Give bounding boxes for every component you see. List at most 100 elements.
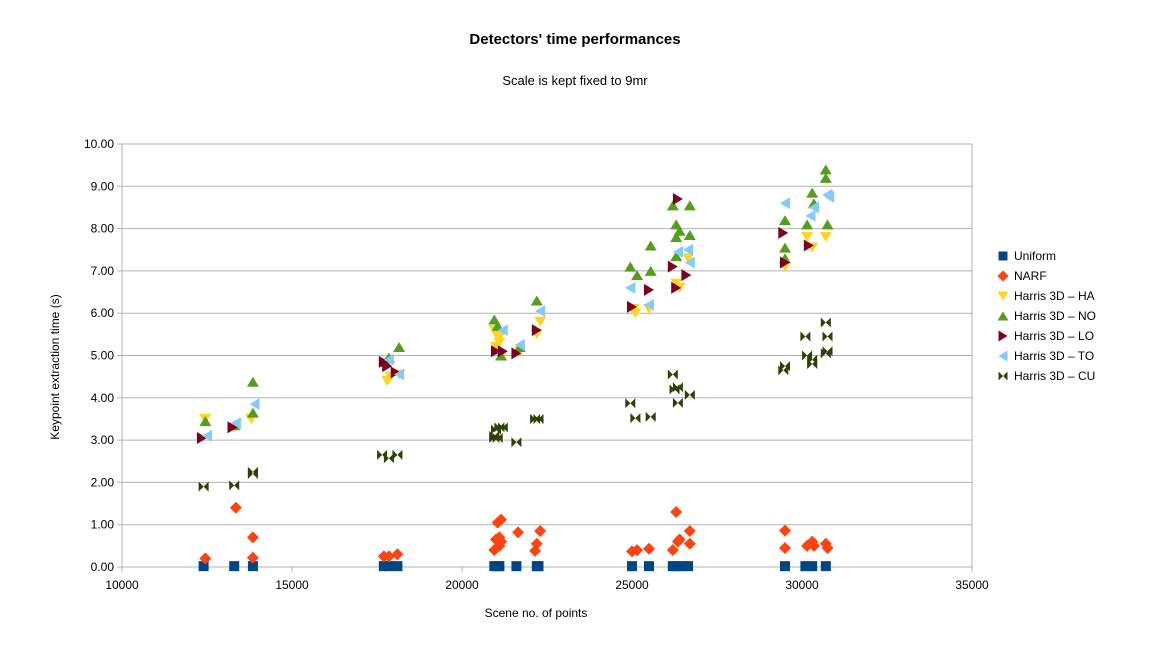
data-point-harris-3d-cu [820,348,831,359]
data-point-harris-3d-no [530,295,543,306]
data-point-harris-3d-lo [491,345,501,358]
plot-frame [121,143,973,568]
data-point-narf [670,506,683,519]
y-tick-label: 4.00 [91,391,115,405]
data-point-harris-3d-to [383,353,394,366]
data-point-harris-3d-ha [534,316,547,327]
data-point-harris-3d-cu [247,466,258,477]
data-point-harris-3d-lo [672,192,683,205]
data-point-uniform [800,561,811,572]
data-point-harris-3d-to [535,305,546,318]
data-point-harris-3d-to [514,338,525,351]
data-point-uniform [678,561,688,572]
data-point-harris-3d-lo [681,269,692,282]
data-point-uniform [780,561,790,572]
data-point-harris-3d-no [819,172,832,183]
data-point-uniform [247,561,258,572]
series-harris-3d-no [199,164,834,431]
data-point-uniform [494,561,505,572]
data-point-uniform [820,561,831,572]
data-point-harris-3d-cu [780,361,790,372]
data-point-harris-3d-cu [630,413,641,424]
x-tick-label: 35000 [955,578,989,592]
data-point-harris-3d-to [808,201,819,214]
legend-marker-harris-3d-lo [998,330,1008,342]
data-point-harris-3d-lo [382,360,393,373]
data-point-harris-3d-no [644,265,657,276]
data-point-harris-3d-no [246,376,259,387]
data-point-harris-3d-no [673,225,686,236]
data-point-harris-3d-no [644,240,657,251]
y-tick-label: 5.00 [91,349,115,363]
data-point-harris-3d-no [801,219,814,230]
legend-item-harris-3d-lo: Harris 3D – LO [997,326,1096,346]
legend-label: Harris 3D – CU [1014,369,1096,383]
data-point-narf [382,550,395,563]
data-point-harris-3d-cu [800,331,811,342]
data-point-harris-3d-to [684,256,695,269]
data-point-harris-3d-cu [383,453,394,464]
data-point-harris-3d-cu [645,411,656,422]
series-uniform [198,561,831,572]
legend-marker-harris-3d-cu [998,371,1008,381]
data-point-uniform [644,561,654,572]
series-harris-3d-to [202,188,835,442]
data-point-harris-3d-cu [672,397,683,408]
data-point-uniform [378,561,389,572]
legend-marker-harris-3d-to [998,350,1008,362]
legend-label: Harris 3D – HA [1014,289,1095,303]
data-point-narf [643,542,655,555]
data-point-uniform [511,561,522,572]
chart-subtitle: Scale is kept fixed to 9mr [502,73,648,88]
series-harris-3d-ha [199,232,832,433]
data-point-harris-3d-no [670,232,683,243]
data-point-harris-3d-no [393,342,406,353]
data-point-harris-3d-lo [390,366,401,379]
legend-marker-harris-3d-no [997,311,1009,321]
data-point-harris-3d-no [631,270,644,281]
data-point-harris-3d-lo [671,281,682,294]
data-point-narf [683,537,696,550]
data-point-harris-3d-no [246,407,259,418]
x-tick-label: 30000 [785,578,819,592]
data-point-narf [683,525,696,538]
data-point-harris-3d-to [780,197,790,210]
legend-label: Harris 3D – TO [1014,349,1095,363]
data-point-harris-3d-cu [392,449,403,460]
y-tick-label: 9.00 [91,179,115,193]
data-point-harris-3d-lo [196,431,207,444]
data-point-harris-3d-to [683,243,694,256]
data-point-harris-3d-to [644,298,654,311]
data-point-uniform [533,561,544,572]
data-point-harris-3d-cu [511,437,522,448]
data-point-harris-3d-cu [229,480,240,491]
data-point-narf [666,544,679,557]
y-tick-label: 0.00 [91,560,115,574]
data-point-harris-3d-ha [682,253,695,264]
data-point-harris-3d-no [779,242,791,253]
data-point-harris-3d-cu [667,369,678,380]
legend-marker-harris-3d-ha [997,291,1009,301]
data-point-harris-3d-no [683,200,696,211]
series-harris-3d-cu [198,317,833,492]
data-point-harris-3d-cu [492,432,503,443]
data-point-harris-3d-cu [533,413,544,424]
y-tick-label: 3.00 [91,433,115,447]
data-point-narf [391,548,404,561]
data-point-harris-3d-no [199,416,212,427]
data-point-harris-3d-lo [227,421,238,434]
data-point-harris-3d-cu [625,398,636,409]
data-point-uniform [229,561,240,572]
y-tick-label: 7.00 [91,264,115,278]
data-point-narf [779,524,791,537]
data-point-uniform [383,561,394,572]
data-point-harris-3d-to [805,209,816,222]
data-point-harris-3d-lo [778,226,789,239]
legend-marker-uniform [998,251,1008,261]
data-point-uniform [392,561,403,572]
data-point-harris-3d-no [821,219,834,230]
legend-label: Harris 3D – NO [1014,309,1097,323]
y-axis-label: Keypoint extraction time (s) [48,294,62,440]
x-tick-label: 25000 [615,578,649,592]
data-point-narf [534,525,547,538]
